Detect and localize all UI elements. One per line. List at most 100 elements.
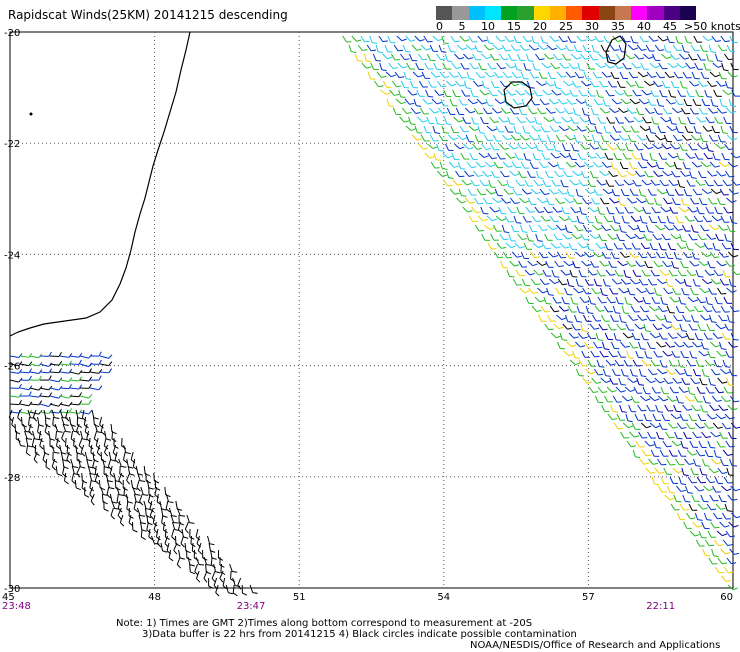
wind-barb — [701, 72, 709, 78]
wind-barb — [538, 135, 546, 141]
wind-barb — [49, 431, 55, 440]
wind-barb — [562, 117, 572, 122]
wind-barb — [602, 315, 610, 321]
wind-barb — [564, 261, 574, 266]
wind-barb — [374, 81, 383, 87]
wind-barb — [614, 423, 623, 429]
wind-barb — [652, 297, 660, 303]
wind-barb — [574, 45, 582, 52]
wind-barb — [46, 459, 50, 470]
wind-barb — [611, 72, 619, 78]
wind-barb — [566, 252, 574, 258]
wind-barb — [510, 108, 519, 114]
wind-barb — [498, 90, 508, 95]
wind-barb — [413, 72, 423, 77]
wind-barb — [714, 270, 723, 276]
wind-barb — [553, 54, 562, 60]
wind-barb — [571, 54, 581, 59]
wind-barb — [652, 54, 660, 61]
wind-barb — [692, 342, 702, 347]
wind-barb — [562, 297, 570, 304]
wind-barb — [670, 387, 679, 393]
wind-barb — [595, 306, 604, 311]
wind-barb — [596, 63, 606, 68]
wind-barb — [481, 54, 491, 59]
wind-barb — [482, 144, 491, 150]
small-island — [30, 113, 33, 116]
wind-barb — [509, 144, 519, 149]
wind-barb — [721, 396, 730, 401]
wind-barb — [689, 144, 698, 150]
wind-barb — [625, 387, 635, 392]
wind-barb — [681, 261, 689, 268]
wind-barb — [591, 171, 599, 178]
wind-barb — [706, 297, 713, 305]
wind-barb — [349, 45, 356, 53]
wind-barb — [665, 342, 674, 347]
wind-barb — [664, 135, 672, 142]
wind-barb — [570, 360, 580, 365]
wind-barb — [716, 504, 725, 509]
wind-barb — [601, 135, 609, 142]
wind-barb — [387, 99, 394, 107]
wind-barb — [625, 54, 635, 59]
wind-barb — [623, 63, 632, 69]
wind-barb — [667, 126, 677, 131]
wind-barb — [554, 234, 563, 240]
wind-barb — [709, 135, 718, 141]
wind-barb — [730, 486, 740, 491]
wind-barb — [678, 90, 686, 96]
wind-barb — [477, 189, 486, 195]
wind-barb — [562, 54, 571, 60]
wind-barb — [165, 529, 169, 540]
wind-barb — [541, 306, 550, 312]
wind-barb — [688, 54, 697, 60]
wind-barb — [691, 288, 699, 294]
wind-barb — [673, 378, 682, 383]
wind-barb — [507, 270, 515, 277]
wind-barb — [438, 171, 447, 176]
wind-barb — [721, 126, 728, 134]
wind-barb — [480, 180, 489, 186]
wind-barb — [483, 171, 492, 176]
wind-barb — [111, 424, 117, 434]
wind-barb — [702, 369, 709, 377]
wind-barb — [657, 279, 667, 284]
wind-barb — [695, 333, 703, 340]
wind-barb — [593, 315, 602, 321]
wind-barb — [547, 225, 557, 230]
wind-barb — [33, 410, 36, 421]
wind-barb — [591, 108, 599, 115]
wind-barb — [557, 162, 564, 169]
wind-barb — [475, 45, 483, 52]
wind-barb — [699, 198, 707, 205]
wind-barb — [546, 198, 554, 205]
wind-barb — [583, 288, 592, 294]
wind-barb — [675, 279, 685, 284]
wind-barb — [646, 45, 654, 51]
wind-barb — [396, 99, 406, 104]
wind-barb — [52, 459, 56, 470]
wind-barb — [352, 36, 361, 41]
wind-barb — [710, 72, 720, 77]
wind-barb — [727, 135, 737, 140]
wind-barb — [594, 99, 603, 105]
wind-barb — [682, 135, 691, 140]
wind-barb — [66, 410, 70, 421]
wind-barb — [599, 324, 608, 330]
wind-barb — [653, 414, 661, 421]
wind-barb — [656, 342, 666, 347]
wind-barb — [524, 153, 531, 160]
wind-barb — [610, 135, 619, 140]
wind-barb — [528, 108, 537, 114]
wind-barb — [490, 207, 500, 212]
wind-barb — [632, 243, 640, 249]
wind-barb — [620, 315, 627, 323]
wind-barb — [635, 324, 645, 329]
wind-barb — [600, 171, 610, 176]
wind-barb — [662, 234, 671, 240]
wind-barb — [645, 171, 654, 177]
wind-barb — [704, 423, 713, 428]
wind-barb — [548, 72, 556, 79]
